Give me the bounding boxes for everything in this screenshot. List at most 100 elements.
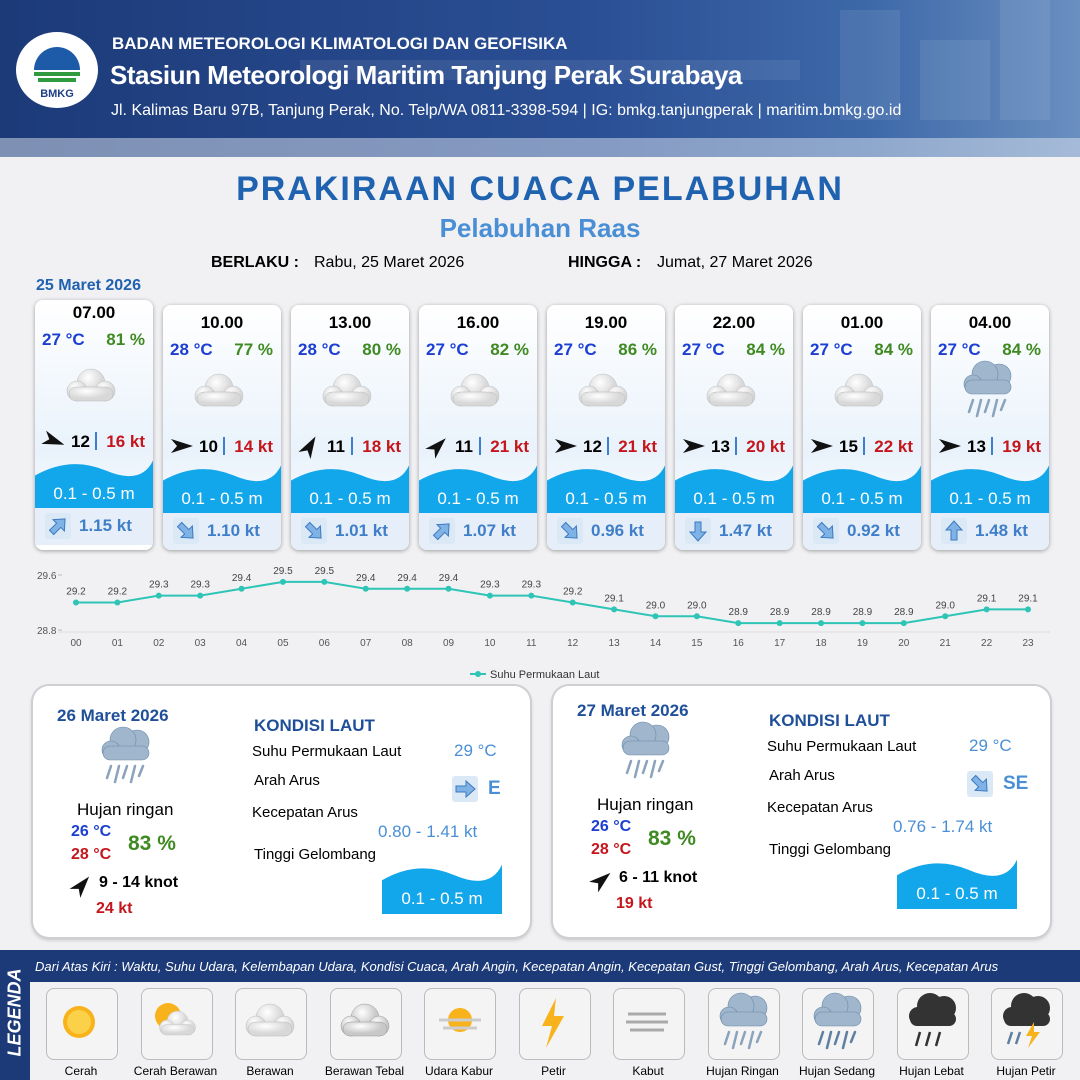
legend-icon bbox=[1003, 993, 1050, 1048]
wind-speed: 11 bbox=[327, 437, 345, 456]
wind-speed: 10 bbox=[199, 437, 218, 456]
wave-band bbox=[382, 864, 502, 914]
air-temp: 27 °C bbox=[682, 340, 725, 359]
sea-title: KONDISI LAUT bbox=[769, 711, 890, 730]
sst-label: 29.5 bbox=[273, 566, 293, 577]
air-temp: 27 °C bbox=[810, 340, 853, 359]
sst-label: 29.3 bbox=[480, 580, 500, 591]
x-tick-label: 17 bbox=[774, 638, 786, 649]
separator bbox=[735, 437, 737, 455]
legend-side: LEGENDA bbox=[0, 950, 30, 1080]
temp-max: 28 °C bbox=[591, 841, 632, 858]
speed-label: Kecepatan Arus bbox=[252, 804, 358, 821]
humidity: 84 % bbox=[874, 340, 913, 359]
air-temp: 28 °C bbox=[170, 340, 213, 359]
air-temp: 27 °C bbox=[42, 330, 85, 349]
legend-icon-box bbox=[613, 988, 685, 1060]
x-tick-label: 16 bbox=[733, 638, 745, 649]
x-tick-label: 21 bbox=[940, 638, 952, 649]
sst-point bbox=[279, 578, 286, 585]
sst-line bbox=[76, 580, 1028, 625]
x-tick-label: 12 bbox=[567, 638, 579, 649]
speed: 0.76 - 1.74 kt bbox=[893, 817, 993, 836]
gust: 14 kt bbox=[234, 437, 273, 456]
legend-marker bbox=[475, 671, 481, 677]
humidity: 80 % bbox=[362, 340, 401, 359]
time: 22.00 bbox=[712, 313, 756, 332]
wave: 0.1 - 0.5 m bbox=[916, 884, 998, 903]
separator bbox=[351, 437, 353, 455]
sst-label: 28.9 bbox=[894, 607, 914, 618]
sst-label: 29.4 bbox=[232, 573, 252, 584]
gust: 16 kt bbox=[106, 432, 145, 451]
gust: 18 kt bbox=[362, 437, 401, 456]
x-tick-label: 00 bbox=[70, 638, 82, 649]
wind-speed: 15 bbox=[839, 437, 858, 456]
sst-label: Suhu Permukaan Laut bbox=[767, 738, 917, 755]
weather-icon bbox=[194, 373, 244, 407]
x-tick-label: 08 bbox=[402, 638, 414, 649]
sst-point bbox=[155, 592, 162, 599]
sst-label: 29.1 bbox=[977, 593, 997, 604]
current-arrow bbox=[173, 518, 199, 544]
sst-point bbox=[652, 613, 659, 620]
x-tick-label: 06 bbox=[319, 638, 331, 649]
x-tick-label: 13 bbox=[609, 638, 621, 649]
sst: 29 °C bbox=[454, 741, 497, 760]
org-name: BADAN METEOROLOGI KLIMATOLOGI DAN GEOFIS… bbox=[112, 34, 568, 53]
time: 01.00 bbox=[840, 313, 884, 332]
weather-icon bbox=[101, 726, 150, 784]
air-temp: 27 °C bbox=[554, 340, 597, 359]
header-skyline bbox=[0, 0, 1080, 157]
sst-point bbox=[693, 613, 700, 620]
sst-point bbox=[114, 599, 121, 606]
legend-icon bbox=[154, 1003, 196, 1036]
wave-height: 0.1 - 0.5 m bbox=[949, 489, 1031, 508]
sst-point bbox=[569, 599, 576, 606]
weather: Hujan ringan bbox=[77, 800, 174, 819]
weather: Hujan ringan bbox=[597, 795, 694, 814]
current-arrow bbox=[941, 518, 967, 544]
legend-icon bbox=[541, 998, 564, 1048]
forecast-card: 19.00 27 °C 86 % 12 21 kt 0.1 - 0.5 m 0.96 kt bbox=[547, 305, 665, 550]
weather-icon bbox=[578, 373, 628, 407]
wave-band bbox=[291, 465, 409, 513]
wave-height: 0.1 - 0.5 m bbox=[693, 489, 775, 508]
sst-point bbox=[859, 620, 866, 627]
weather-icon bbox=[322, 373, 372, 407]
wave-height: 0.1 - 0.5 m bbox=[181, 489, 263, 508]
legend-icon bbox=[626, 1012, 668, 1032]
sst-point bbox=[362, 585, 369, 592]
current-arrow bbox=[557, 518, 583, 544]
x-tick-label: 10 bbox=[484, 638, 496, 649]
temp-max: 28 °C bbox=[71, 846, 112, 863]
sst-point bbox=[983, 606, 990, 613]
legend-description: Dari Atas Kiri : Waktu, Suhu Udara, Kele… bbox=[35, 959, 999, 974]
valid-from-label: BERLAKU : bbox=[211, 254, 299, 271]
outlook-panel: 26 Maret 2026 Hujan ringan 26 °C 28 °C 83 % 9… bbox=[33, 686, 530, 937]
wind-speed: 12 bbox=[71, 432, 90, 451]
legend-icon bbox=[63, 1006, 95, 1038]
sst-chart: 28.8 29.6 00 01 02 03 04 05 06 07 08 09 10 11 12 13 14 15… bbox=[37, 566, 1050, 681]
speed-label: Kecepatan Arus bbox=[767, 799, 873, 816]
sst-label: 29.0 bbox=[935, 600, 955, 611]
time: 04.00 bbox=[968, 313, 1012, 332]
sst-point bbox=[73, 599, 79, 606]
wave-band bbox=[547, 465, 665, 513]
weather-icon bbox=[706, 373, 756, 407]
speed: 0.80 - 1.41 kt bbox=[378, 822, 478, 841]
sst-label: 28.9 bbox=[729, 607, 749, 618]
sea-title: KONDISI LAUT bbox=[254, 716, 375, 735]
humidity: 86 % bbox=[618, 340, 657, 359]
humidity: 77 % bbox=[234, 340, 273, 359]
current-speed: 1.07 kt bbox=[463, 521, 516, 540]
logo-text: BMKG bbox=[40, 88, 74, 100]
sst-label: 29.4 bbox=[397, 573, 417, 584]
wind: 9 - 14 knot bbox=[99, 874, 179, 891]
separator bbox=[223, 437, 225, 455]
sst-point bbox=[238, 585, 245, 592]
wave-band bbox=[163, 465, 281, 513]
legend-icon bbox=[245, 1003, 295, 1037]
sst-point bbox=[321, 578, 328, 585]
